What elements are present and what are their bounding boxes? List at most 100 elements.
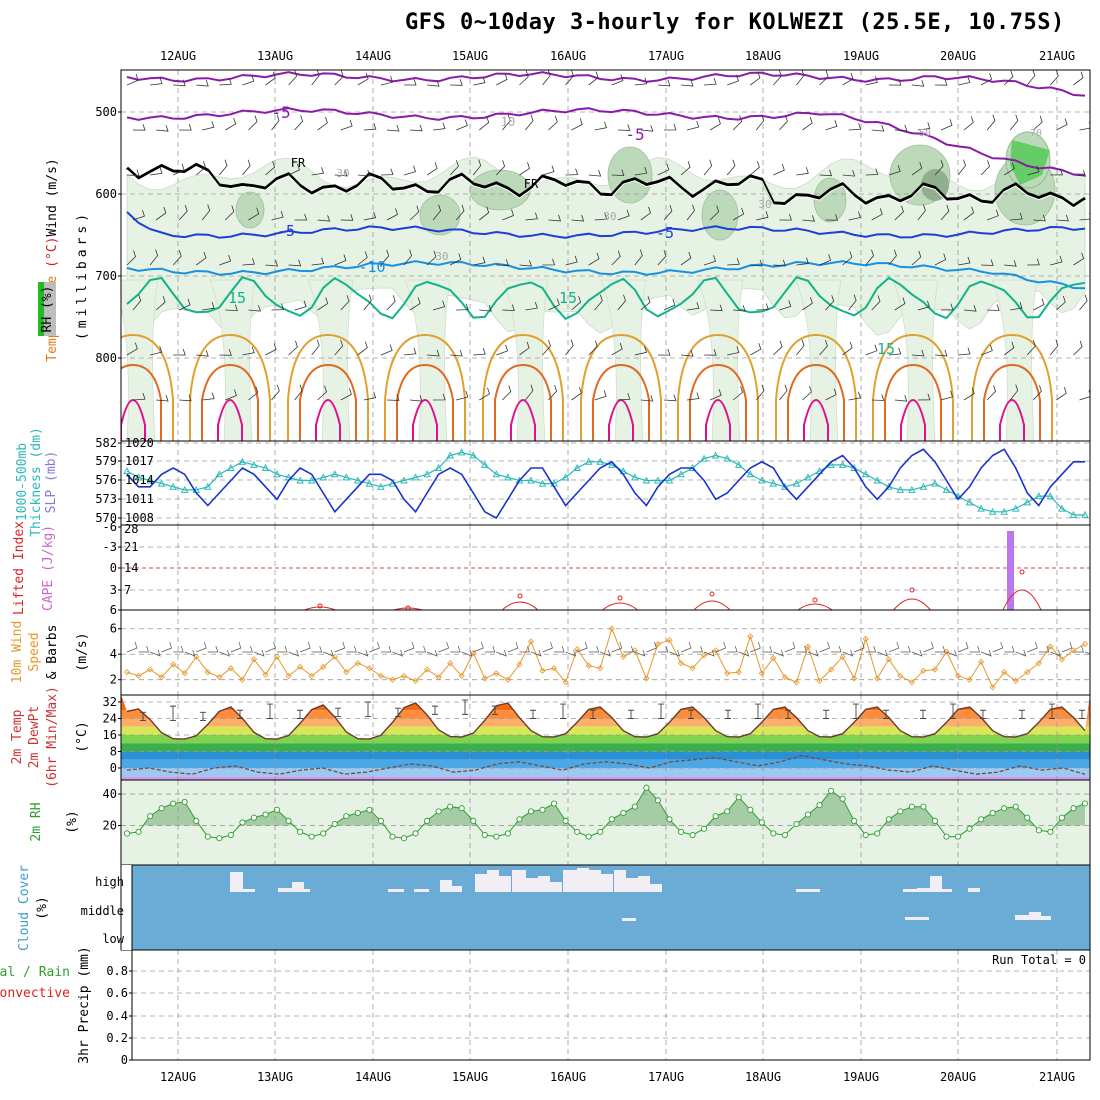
wind-barb bbox=[957, 76, 971, 86]
wind-barb bbox=[727, 346, 740, 356]
wind-barb bbox=[479, 206, 490, 221]
rh-ylabel: 2m RH bbox=[29, 802, 44, 841]
rh2m-point bbox=[158, 805, 165, 812]
x-tick-bottom-12AUG: 12AUG bbox=[160, 1070, 196, 1084]
upper-units: (millibars) bbox=[75, 210, 90, 340]
wind-speed-point bbox=[170, 661, 177, 668]
wind-barb bbox=[750, 161, 760, 176]
wind-barb bbox=[1009, 114, 1019, 131]
cloud-high-block bbox=[942, 889, 952, 892]
wind-barb bbox=[634, 249, 643, 266]
wind-barb bbox=[940, 303, 954, 311]
wind-barb-10m bbox=[842, 649, 854, 657]
wind-barb bbox=[334, 339, 344, 356]
rh2m-point bbox=[874, 830, 881, 837]
rh2m-point bbox=[389, 833, 396, 840]
wind-barb bbox=[271, 114, 280, 131]
upper-air-panel: -5 -5 FR FR -5 -5 -10 15 15 15 10 30 30 30 30 50 70 500 6… bbox=[95, 69, 1091, 442]
wind-barb-10m bbox=[265, 641, 276, 653]
contour-freezing-inner bbox=[126, 165, 1086, 209]
contour-orange-20 bbox=[482, 333, 564, 441]
wind-barb bbox=[657, 348, 671, 356]
wind-barb bbox=[611, 342, 623, 356]
contour-orange-25 bbox=[121, 363, 162, 441]
wind-barb bbox=[294, 114, 304, 131]
cloud-middle-block bbox=[905, 917, 929, 920]
wind-barb bbox=[848, 123, 862, 131]
y-tick-0.8: 0.8 bbox=[106, 964, 128, 978]
wind-barb bbox=[525, 212, 538, 221]
wind-barb bbox=[317, 297, 329, 311]
wind-barb bbox=[502, 114, 511, 131]
wind-barb bbox=[704, 349, 717, 356]
wind-barb bbox=[219, 159, 228, 176]
x-tick-top-19AUG: 19AUG bbox=[843, 49, 879, 63]
y-tick-3: 3 bbox=[110, 583, 117, 597]
wind-barb bbox=[132, 392, 146, 401]
y-tick-579: 579 bbox=[95, 454, 117, 468]
wind-speed-point bbox=[839, 653, 846, 660]
thickness-point bbox=[861, 470, 870, 478]
thickness-point bbox=[654, 476, 662, 484]
thickness-point bbox=[631, 473, 639, 481]
cloud-high-block bbox=[243, 889, 255, 892]
wind-barb bbox=[571, 295, 582, 311]
wind-barb bbox=[755, 114, 765, 131]
cloud-high-block bbox=[917, 888, 931, 892]
contour-green-15 bbox=[126, 276, 1086, 321]
wind-speed-point bbox=[862, 635, 869, 643]
wind-barb bbox=[894, 395, 908, 402]
cloud-high-block bbox=[452, 886, 462, 892]
wind-speed-point bbox=[400, 672, 408, 679]
wind-barb bbox=[565, 168, 579, 176]
temp-minmax-bar bbox=[628, 709, 634, 719]
wind-barb bbox=[709, 389, 722, 401]
wind-barb-10m bbox=[680, 641, 692, 653]
cape-li-panel: -6 -3 0 3 6 28 21 14 7 bbox=[103, 520, 1091, 617]
wind-barb bbox=[455, 204, 465, 221]
contour-label: -5 bbox=[271, 103, 290, 122]
rh2m-point bbox=[424, 817, 431, 824]
rh-shade-50 bbox=[813, 177, 847, 223]
wind-barb bbox=[1073, 71, 1084, 86]
thickness-point bbox=[781, 482, 789, 490]
wind-barb-10m bbox=[1004, 645, 1015, 653]
wind-speed-point bbox=[308, 672, 315, 679]
wind-barb bbox=[709, 117, 721, 131]
rh2m-point bbox=[585, 833, 592, 840]
wind-barb bbox=[686, 120, 700, 131]
rh2m-point bbox=[920, 803, 927, 810]
wind-speed-point bbox=[181, 670, 188, 677]
temp-band bbox=[121, 726, 1090, 735]
wind-barb bbox=[917, 122, 931, 131]
wind-barb bbox=[548, 384, 558, 401]
rh2m-point bbox=[527, 808, 535, 815]
wind-barb-10m bbox=[161, 641, 173, 653]
wind-barb bbox=[1050, 339, 1059, 356]
y-tick-500: 500 bbox=[95, 105, 117, 119]
wind-barb-10m bbox=[196, 641, 207, 653]
wind-barb bbox=[1026, 339, 1036, 356]
wind-barb bbox=[773, 340, 783, 356]
wind-speed-point bbox=[828, 666, 835, 673]
wind-speed-point bbox=[158, 674, 165, 681]
wind-barb-10m bbox=[484, 645, 496, 653]
x-tick-bottom-20AUG: 20AUG bbox=[940, 1070, 976, 1084]
wind-speed-point bbox=[643, 675, 650, 682]
rh2m-point bbox=[654, 797, 661, 804]
wind-barb bbox=[825, 120, 838, 131]
wind-barb bbox=[934, 349, 948, 357]
wind-barb bbox=[1003, 70, 1014, 86]
wind-barb bbox=[156, 394, 169, 402]
lifted-index-line bbox=[693, 600, 731, 610]
wind-barb bbox=[179, 394, 192, 402]
wind-barb bbox=[963, 305, 977, 312]
wind-barb bbox=[565, 255, 578, 266]
temp-minmax-bar bbox=[335, 707, 341, 717]
wind-speed-point bbox=[816, 677, 823, 685]
thickness-point bbox=[423, 470, 431, 478]
wind-speed-point bbox=[297, 663, 304, 671]
wind10-panel: 6 4 2 bbox=[110, 609, 1091, 696]
wind-barb bbox=[957, 159, 966, 176]
wind-barb bbox=[409, 205, 420, 221]
